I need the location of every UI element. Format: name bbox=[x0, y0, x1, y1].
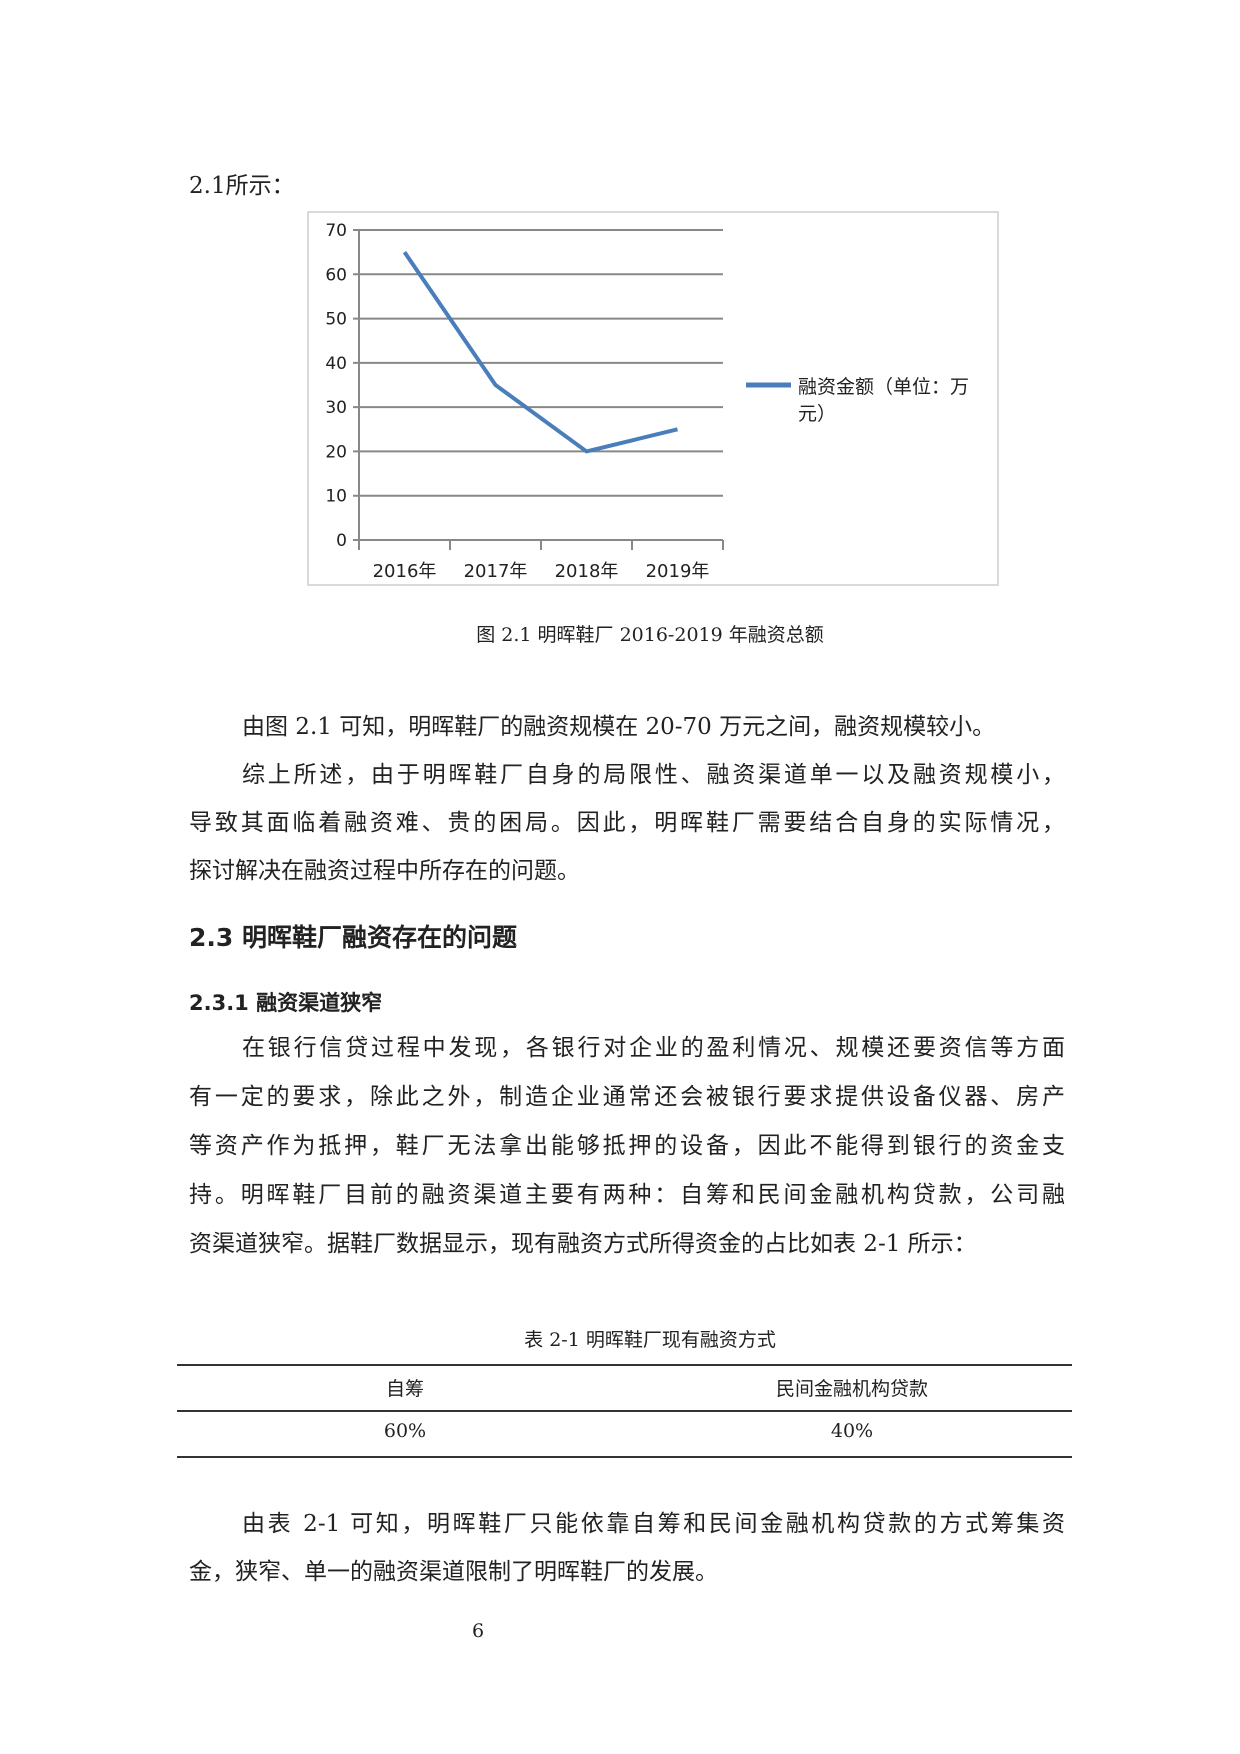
y-tick-label: 50 bbox=[325, 310, 347, 330]
y-tick-label: 40 bbox=[325, 354, 347, 374]
paragraph-line: 金，狭窄、单一的融资渠道限制了明晖鞋厂的发展。 bbox=[189, 1559, 718, 1585]
paragraph-line: 资渠道狭窄。据鞋厂数据显示，现有融资方式所得资金的占比如表 2-1 所示： bbox=[189, 1231, 977, 1257]
paragraph-line: 有一定的要求，除此之外，制造企业通常还会被银行要求提供设备仪器、房产 bbox=[189, 1084, 1065, 1110]
y-tick-label: 60 bbox=[325, 265, 347, 285]
paragraph-line: 综上所述，由于明晖鞋厂自身的局限性、融资渠道单一以及融资规模小， bbox=[242, 762, 1065, 788]
y-tick-label: 30 bbox=[325, 398, 347, 418]
paragraph-line: 由表 2-1 可知，明晖鞋厂只能依靠自筹和民间金融机构贷款的方式筹集资 bbox=[242, 1511, 1065, 1537]
paragraph-line: 导致其面临着融资难、贵的困局。因此，明晖鞋厂需要结合自身的实际情况， bbox=[189, 810, 1065, 836]
chart-frame: 0 10 20 30 40 50 60 70 2016年 2017年 2018年 2019年 融资金额（… bbox=[307, 211, 999, 586]
table-cell: 40% bbox=[830, 1420, 874, 1442]
table-bottom-rule bbox=[177, 1456, 1072, 1458]
x-tick-label: 2016年 bbox=[373, 561, 437, 582]
section-heading: 2.3 明晖鞋厂融资存在的问题 bbox=[189, 923, 517, 952]
figure-caption: 图 2.1 明晖鞋厂 2016-2019 年融资总额 bbox=[476, 624, 824, 646]
table-header-rule bbox=[177, 1410, 1072, 1412]
legend-label: 元） bbox=[798, 403, 836, 425]
x-tick-label: 2019年 bbox=[646, 561, 710, 582]
paragraph-line: 等资产作为抵押，鞋厂无法拿出能够抵押的设备，因此不能得到银行的资金支 bbox=[189, 1133, 1065, 1159]
paragraph-line: 探讨解决在融资过程中所存在的问题。 bbox=[189, 858, 580, 884]
subsection-heading: 2.3.1 融资渠道狭窄 bbox=[189, 991, 383, 1015]
table-caption: 表 2-1 明晖鞋厂现有融资方式 bbox=[524, 1329, 776, 1351]
paragraph-line: 持。明晖鞋厂目前的融资渠道主要有两种：自筹和民间金融机构贷款，公司融 bbox=[189, 1182, 1065, 1208]
y-tick-label: 0 bbox=[336, 531, 347, 551]
table-header-cell: 民间金融机构贷款 bbox=[775, 1378, 929, 1400]
y-tick-label: 20 bbox=[325, 442, 347, 462]
x-tick-label: 2017年 bbox=[464, 561, 528, 582]
paragraph-line: 在银行信贷过程中发现，各银行对企业的盈利情况、规模还要资信等方面 bbox=[242, 1035, 1065, 1061]
legend-label: 融资金额（单位：万 bbox=[798, 376, 969, 398]
y-tick-label: 10 bbox=[325, 487, 347, 507]
table-cell: 60% bbox=[383, 1420, 427, 1442]
series-line bbox=[402, 251, 678, 454]
intro-fragment: 2.1所示： bbox=[189, 173, 295, 199]
page-number: 6 bbox=[472, 1620, 485, 1642]
table-header-cell: 自筹 bbox=[385, 1378, 425, 1400]
line-chart: 0 10 20 30 40 50 60 70 2016年 2017年 2018年 2019年 融资金额（… bbox=[325, 221, 969, 582]
x-tick-label: 2018年 bbox=[555, 561, 619, 582]
paragraph-line: 由图 2.1 可知，明晖鞋厂的融资规模在 20-70 万元之间，融资规模较小。 bbox=[242, 714, 996, 740]
table-top-rule bbox=[177, 1364, 1072, 1366]
y-tick-label: 70 bbox=[325, 221, 347, 241]
